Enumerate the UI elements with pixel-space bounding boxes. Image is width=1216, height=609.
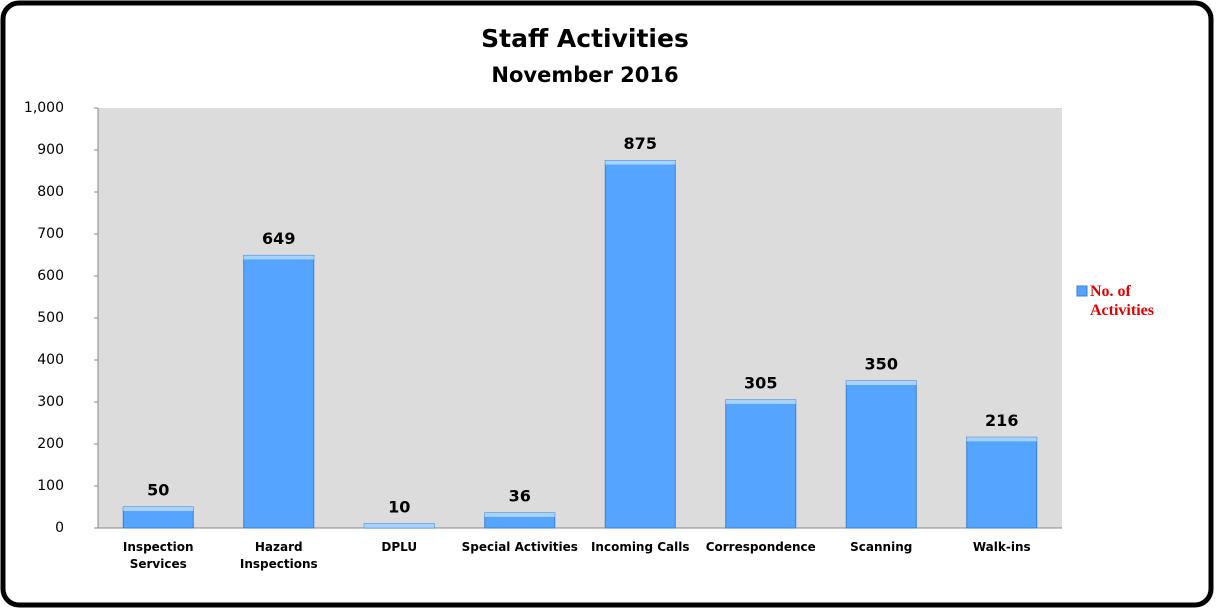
legend-label: No. of Activities [1090, 283, 1154, 319]
bar [845, 380, 917, 529]
y-tick-label: 200 [37, 436, 64, 452]
y-tick-label: 800 [37, 184, 64, 200]
data-label: 875 [624, 134, 657, 153]
bar-cap [484, 512, 555, 517]
x-tick-label: Walk-ins [972, 540, 1031, 554]
x-tick-label: Scanning [850, 540, 913, 554]
y-tick-label: 0 [55, 520, 64, 536]
bar-cap [605, 160, 676, 165]
chart-title: Staff Activities [481, 24, 689, 53]
y-tick-label: 400 [37, 352, 64, 368]
bar-cap [725, 399, 796, 404]
data-label: 50 [147, 481, 169, 500]
x-tick-label: Inspection Services [122, 540, 194, 571]
y-tick-label: 300 [37, 394, 64, 410]
x-tick-label: DPLU [381, 540, 418, 554]
data-label: 10 [388, 497, 410, 516]
y-tick-label: 100 [37, 478, 64, 494]
legend-swatch [1076, 285, 1088, 297]
data-label: 649 [262, 229, 295, 248]
y-tick-label: 1,000 [24, 100, 64, 116]
y-tick-label: 500 [37, 310, 64, 326]
data-label: 305 [744, 373, 777, 392]
x-tick-label: Correspondence [705, 540, 816, 554]
bar [725, 399, 797, 529]
x-tick-label: Special Activities [461, 540, 578, 554]
bar-cap [123, 507, 194, 511]
plot-area [98, 108, 1062, 528]
bar-cap [243, 255, 314, 260]
bar-cap [846, 381, 917, 385]
y-tick-label: 700 [37, 226, 64, 242]
data-label: 216 [985, 411, 1018, 430]
y-tick-label: 600 [37, 268, 64, 284]
bar [604, 160, 676, 529]
bar [966, 436, 1038, 529]
data-label: 36 [509, 486, 531, 505]
bar-cap [966, 437, 1037, 442]
bar [243, 254, 315, 529]
data-label: 350 [865, 355, 898, 374]
y-tick-label: 900 [37, 142, 64, 158]
x-tick-label: Hazard Inspections [239, 540, 318, 571]
chart-subtitle: November 2016 [491, 63, 678, 87]
x-tick-label: Incoming Calls [590, 540, 690, 554]
bar-cap [364, 523, 435, 528]
